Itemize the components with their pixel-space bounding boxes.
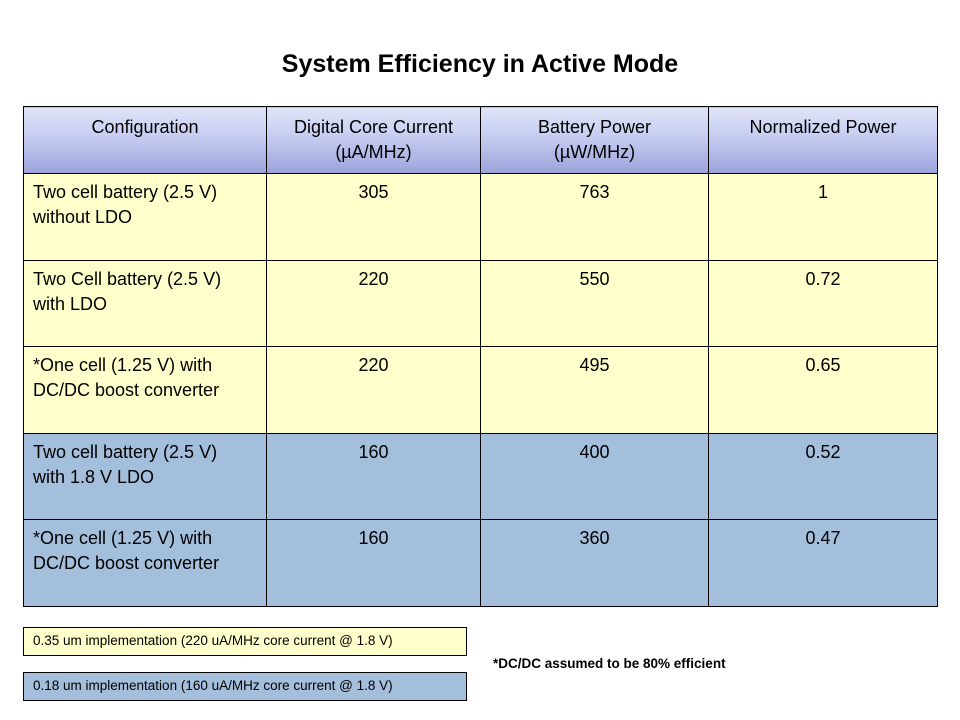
table-row: Two cell battery (2.5 V) without LDO 305…: [23, 173, 938, 261]
battery-power-cell: 763: [480, 173, 709, 261]
dcdc-footnote: *DC/DC assumed to be 80% efficient: [493, 656, 726, 671]
normalized-power-cell: 0.65: [708, 346, 938, 434]
config-line: Two cell battery (2.5 V): [33, 182, 218, 202]
config-cell: Two cell battery (2.5 V) without LDO: [23, 173, 267, 261]
table-row: Two cell battery (2.5 V) with 1.8 V LDO …: [23, 432, 938, 521]
header-normalized-power: Normalized Power: [708, 106, 938, 174]
battery-power-cell: 400: [480, 432, 709, 521]
core-current-cell: 220: [266, 346, 481, 434]
header-label: Normalized Power: [749, 117, 897, 137]
page-title: System Efficiency in Active Mode: [281, 50, 679, 78]
legend-note-035um: 0.35 um implementation (220 uA/MHz core …: [23, 627, 467, 656]
config-line: without LDO: [33, 207, 133, 227]
config-line: Two cell battery (2.5 V): [33, 441, 218, 462]
header-label: Configuration: [91, 117, 199, 137]
config-line: with LDO: [33, 293, 108, 314]
battery-power-cell: 360: [480, 519, 709, 607]
header-label: Digital Core Current: [293, 117, 454, 137]
config-line: DC/DC boost converter: [33, 380, 220, 401]
battery-power-cell: 495: [480, 346, 709, 434]
efficiency-table: Configuration Digital Core Current (µA/M…: [23, 106, 938, 607]
config-line: DC/DC boost converter: [33, 553, 220, 574]
header-battery-power: Battery Power (µW/MHz): [480, 106, 709, 174]
core-current-cell: 160: [266, 519, 481, 607]
battery-power-cell: 550: [480, 259, 709, 348]
config-line: *One cell (1.25 V) with: [33, 528, 213, 549]
core-current-cell: 160: [266, 432, 481, 521]
normalized-power-cell: 0.52: [708, 432, 938, 521]
core-current-cell: 305: [266, 173, 481, 261]
table-header-row: Configuration Digital Core Current (µA/M…: [23, 106, 938, 174]
normalized-power-cell: 1: [708, 173, 938, 261]
header-configuration: Configuration: [23, 106, 267, 174]
normalized-power-cell: 0.72: [708, 259, 938, 348]
config-line: Two Cell battery (2.5 V): [33, 268, 222, 289]
config-cell: *One cell (1.25 V) with DC/DC boost conv…: [23, 519, 267, 607]
config-cell: Two Cell battery (2.5 V) with LDO: [23, 259, 267, 348]
header-unit: (µA/MHz): [335, 142, 412, 162]
legend-note-018um: 0.18 um implementation (160 uA/MHz core …: [23, 672, 467, 701]
config-cell: Two cell battery (2.5 V) with 1.8 V LDO: [23, 432, 267, 521]
config-line: *One cell (1.25 V) with: [33, 355, 213, 376]
config-line: with 1.8 V LDO: [33, 466, 155, 487]
table-row: *One cell (1.25 V) with DC/DC boost conv…: [23, 346, 938, 434]
table-row: *One cell (1.25 V) with DC/DC boost conv…: [23, 519, 938, 607]
table-row: Two Cell battery (2.5 V) with LDO 220 55…: [23, 259, 938, 348]
normalized-power-cell: 0.47: [708, 519, 938, 607]
header-label: Battery Power: [537, 117, 652, 137]
header-digital-core-current: Digital Core Current (µA/MHz): [266, 106, 481, 174]
core-current-cell: 220: [266, 259, 481, 348]
config-cell: *One cell (1.25 V) with DC/DC boost conv…: [23, 346, 267, 434]
header-unit: (µW/MHz): [553, 142, 636, 162]
